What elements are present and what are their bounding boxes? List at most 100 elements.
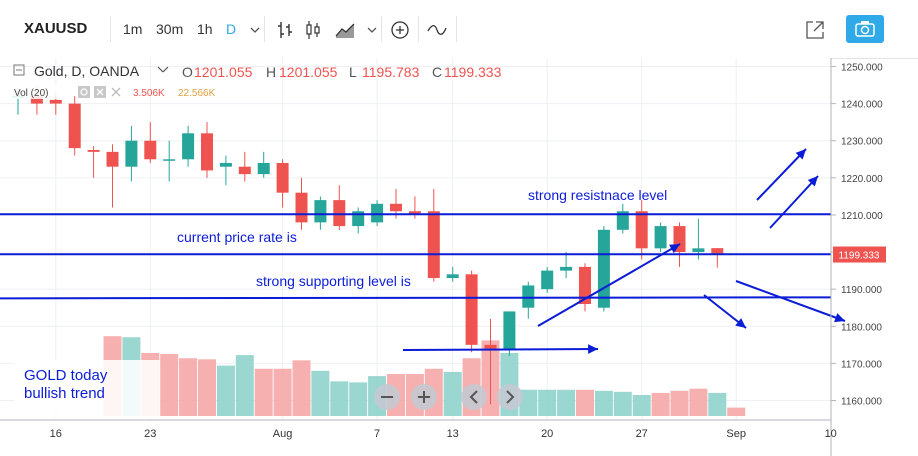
candle-body — [579, 266, 591, 305]
candle-body — [163, 159, 176, 161]
volume-bar — [443, 371, 462, 416]
candle-body — [484, 344, 497, 349]
camera-icon — [855, 21, 875, 37]
candle-body — [238, 166, 251, 175]
candle-body — [295, 192, 308, 223]
time-tick-label: 7 — [374, 428, 380, 440]
close-icon[interactable] — [111, 87, 121, 97]
candle-body — [201, 133, 213, 171]
time-axis[interactable]: 16 23 Aug 7 13 20 27 Sep 10 — [50, 428, 837, 440]
toolbar-divider — [264, 16, 265, 42]
toolbar-divider — [381, 16, 382, 42]
volume-bar — [198, 359, 216, 416]
annotation-arrow — [769, 175, 819, 229]
support-line — [0, 296, 832, 300]
compare-icon[interactable] — [426, 19, 448, 41]
candle-body — [257, 162, 270, 175]
annotation-texts: strong resistnace level current price ra… — [177, 187, 667, 289]
volume-remove-icon[interactable] — [94, 86, 106, 98]
interval-1h-button[interactable]: 1h — [197, 21, 213, 37]
interval-30m-button[interactable]: 30m — [156, 21, 184, 37]
volume-bar — [576, 389, 594, 416]
zoom-out-button[interactable] — [374, 384, 400, 410]
volume-settings-icon[interactable] — [78, 86, 90, 98]
candle-body — [635, 211, 648, 249]
zoom-in-button[interactable] — [411, 384, 437, 410]
candle-body — [597, 229, 610, 308]
candles-style-icon[interactable] — [302, 19, 324, 41]
price-tick-label: 1160.000 — [841, 397, 882, 408]
candle-body — [371, 203, 384, 223]
close-label: C — [432, 64, 442, 80]
area-style-icon[interactable] — [334, 19, 356, 41]
arrow-head — [834, 313, 845, 323]
symbol-search[interactable]: XAUUSD — [24, 20, 88, 37]
time-tick-label: 27 — [636, 428, 648, 440]
arrow-head — [795, 149, 806, 160]
price-tick-label: 1240.000 — [841, 100, 883, 111]
volume-bar — [708, 392, 727, 416]
candle-body — [49, 99, 62, 104]
volume-bar — [727, 407, 746, 416]
price-chart[interactable]: 1250.000 1240.000 1230.000 1220.000 1210.000… — [0, 58, 918, 456]
annotation-arrow — [735, 280, 846, 322]
collapse-legend-icon[interactable] — [13, 64, 25, 76]
resistance-annotation: strong resistnace level — [528, 187, 667, 203]
candle-body — [68, 103, 81, 149]
candle-body — [503, 311, 516, 349]
support-annotation: strong supporting level is — [256, 273, 411, 289]
open-value: 1201.055 — [194, 64, 253, 80]
annotation-arrow — [402, 348, 599, 351]
scroll-right-button[interactable] — [497, 384, 523, 410]
camera-button[interactable] — [846, 15, 884, 43]
arrow-head — [669, 244, 680, 254]
interval-d-button[interactable]: D — [226, 21, 237, 37]
candle-body — [711, 248, 724, 255]
volume-bar — [519, 389, 538, 416]
candle-body — [427, 211, 440, 279]
price-tick-label: 1180.000 — [841, 322, 882, 333]
time-tick-label: 10 — [825, 428, 837, 440]
scroll-left-button[interactable] — [461, 384, 487, 410]
add-indicator-icon[interactable] — [389, 19, 411, 41]
chevron-left-icon — [469, 390, 478, 404]
current-price-badge: 1199.333 — [833, 246, 886, 263]
chevron-down-icon[interactable] — [244, 19, 266, 41]
candle-body — [30, 96, 43, 104]
close-value: 1199.333 — [444, 64, 502, 80]
candle-body — [541, 270, 554, 290]
volume-bar — [557, 389, 576, 416]
volume-bar — [273, 368, 292, 416]
volume-bar — [689, 388, 708, 416]
candle-body — [87, 150, 100, 152]
volume-value: 3.506K — [133, 88, 165, 99]
interval-1m-button[interactable]: 1m — [123, 21, 143, 37]
arrow-head — [807, 176, 818, 187]
high-value: 1201.055 — [279, 64, 338, 80]
time-tick-label: 13 — [447, 428, 459, 440]
time-tick-label: 23 — [144, 428, 156, 440]
bars-style-icon[interactable] — [274, 19, 296, 41]
current-price-label: 1199.333 — [839, 251, 880, 262]
price-tick-label: 1210.000 — [841, 211, 883, 222]
level-lines — [0, 213, 832, 300]
time-tick-label: 20 — [541, 428, 553, 440]
annotation-arrows — [402, 148, 846, 354]
high-label: H — [266, 64, 276, 80]
volume-bar — [613, 391, 632, 416]
price-axis[interactable]: 1250.000 1240.000 1230.000 1220.000 1210.000… — [831, 63, 883, 408]
candle-body — [560, 266, 573, 271]
candle-body — [654, 226, 667, 249]
current-price-annotation: current price rate is — [177, 229, 297, 245]
candle-body — [465, 274, 478, 345]
candle-body — [446, 274, 459, 279]
candle-body — [408, 211, 421, 215]
volume-bar — [179, 358, 198, 416]
note-box: GOLD today bullish trend — [14, 360, 160, 418]
volume-bar — [349, 382, 368, 416]
candle-body — [106, 151, 119, 167]
chevron-down-icon[interactable] — [361, 19, 383, 41]
fullscreen-icon[interactable] — [804, 19, 826, 41]
price-tick-label: 1190.000 — [841, 285, 882, 296]
